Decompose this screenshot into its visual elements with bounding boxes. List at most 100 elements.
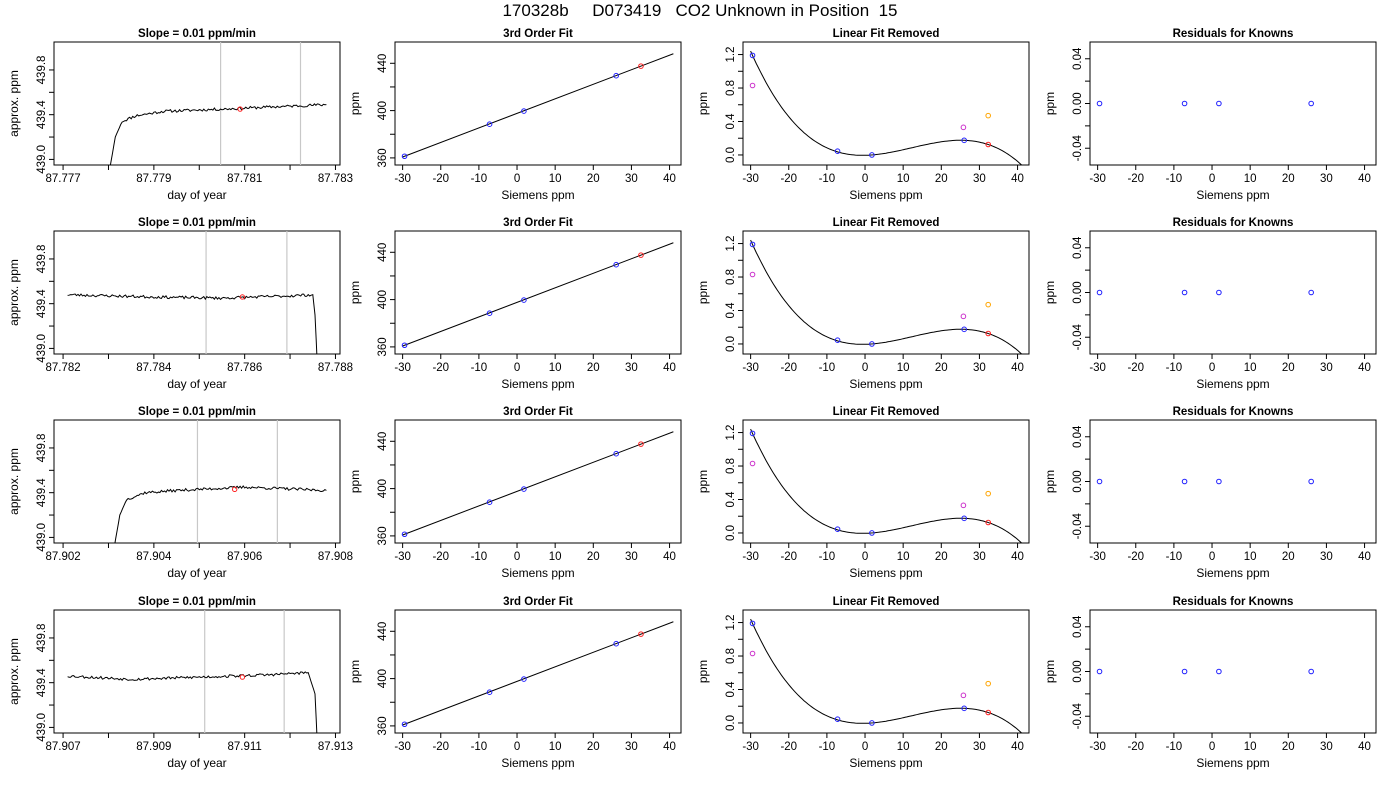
y-axis-label: ppm [348,660,362,683]
x-tick-label: -10 [471,173,488,185]
trace-line [114,485,327,543]
panel-title: Slope = 0.01 ppm/min [138,28,256,40]
data-point [1096,289,1103,296]
x-tick-label: 30 [625,362,638,374]
sample-point [237,106,243,112]
x-tick-label: 40 [1011,551,1024,563]
x-axis-label: Siemens ppm [1196,566,1269,580]
x-tick-label: 87.904 [136,551,172,563]
x-tick-label: 10 [1244,551,1257,563]
x-tick-label: 40 [663,551,676,563]
plot-frame [394,41,682,166]
y-axis-label: ppm [696,470,710,493]
y-tick-label: 0.04 [1072,47,1084,70]
x-tick-label: -10 [819,551,836,563]
data-point [749,650,756,657]
x-axis-label: Siemens ppm [501,756,574,770]
x-tick-label: -20 [1127,362,1144,374]
data-layer [67,610,318,733]
x-tick-label: -10 [471,741,488,753]
plot-frame [742,230,1030,355]
y-axis-label: ppm [696,281,710,304]
y-tick-label: 0.0 [725,525,737,541]
panel-title: Residuals for Knowns [1173,28,1294,40]
x-tick-label: 40 [663,741,676,753]
y-tick-label: 440 [377,54,389,73]
x-tick-label: 87.779 [136,173,171,185]
x-tick-label: 0 [862,741,868,753]
y-tick-label: 439.8 [36,245,48,274]
y-tick-label: 360 [377,716,389,735]
panel-linrem-r1: Linear Fit Removed -30 -20 -10 0 10 20 30 40 0.0 0… [696,28,1030,202]
y-tick-label: 0.04 [1072,425,1084,448]
x-tick-label: -20 [1127,551,1144,563]
data-point [638,252,644,258]
data-point [749,460,756,467]
data-point [486,689,493,695]
x-tick-label: -20 [1127,173,1144,185]
data-point [613,640,619,647]
y-tick-label: 439.0 [36,713,48,742]
panel-title: Residuals for Knowns [1173,406,1294,418]
x-tick-label: 87.907 [45,741,80,753]
panel-fit-r2: 3rd Order Fit -30 -20 -10 0 10 20 30 40 360 400 440… [348,217,682,391]
plot-frame [1089,419,1377,544]
x-tick-label: 20 [935,551,948,563]
x-tick-label: -20 [432,741,449,753]
data-point [749,241,756,248]
y-tick-label: 1.2 [725,615,737,631]
x-tick-label: 0 [514,362,520,374]
y-tick-label: 1.2 [725,47,737,63]
data-layer [401,242,674,349]
x-tick-label: -30 [394,173,411,185]
data-layer [114,420,327,543]
x-axis-label: Siemens ppm [1196,188,1269,202]
y-axis-label: ppm [1043,92,1057,115]
x-axis-label: day of year [167,756,226,770]
x-tick-label: 20 [1282,741,1295,753]
x-tick-label: 10 [1244,741,1257,753]
data-layer [401,53,674,160]
x-tick-label: 40 [1358,741,1371,753]
x-tick-label: 87.906 [227,551,262,563]
x-tick-label: 20 [1282,551,1295,563]
x-tick-label: -30 [1089,741,1106,753]
x-tick-label: 0 [862,362,868,374]
x-tick-label: -20 [432,362,449,374]
y-tick-label: 360 [377,526,389,545]
plot-frame [394,609,682,734]
data-point [749,82,756,89]
data-point [1308,668,1314,675]
x-tick-label: 87.913 [318,741,353,753]
x-tick-label: -10 [471,551,488,563]
cubic-curve [750,239,1022,354]
y-tick-label: 0.00 [1072,660,1084,682]
x-axis-label: Siemens ppm [1196,377,1269,391]
x-tick-label: 30 [625,551,638,563]
data-point [985,141,991,148]
data-point [985,490,991,497]
cubic-curve [750,50,1022,165]
panel-title: Residuals for Knowns [1173,596,1294,608]
x-tick-label: -30 [742,741,759,753]
data-point [834,148,841,154]
x-tick-label: 40 [663,362,676,374]
fit-line [402,431,674,536]
x-tick-label: 10 [897,551,910,563]
x-axis-label: Siemens ppm [501,566,574,580]
y-axis-label: ppm [348,92,362,115]
sample-point [239,674,246,680]
y-tick-label: 439.4 [36,478,48,507]
y-axis-label: ppm [1043,660,1057,683]
y-axis-label: ppm [348,281,362,304]
data-point [1181,289,1188,296]
data-point [401,153,408,160]
data-point [834,337,841,343]
data-point [834,716,841,722]
data-layer [401,431,674,538]
y-axis-label: approx. ppm [7,70,21,137]
plot-frame [53,230,341,355]
x-tick-label: 30 [973,362,986,374]
plot-frame [742,41,1030,166]
panel-linrem-r2: Linear Fit Removed -30 -20 -10 0 10 20 30 40 0.0 0… [696,217,1030,391]
